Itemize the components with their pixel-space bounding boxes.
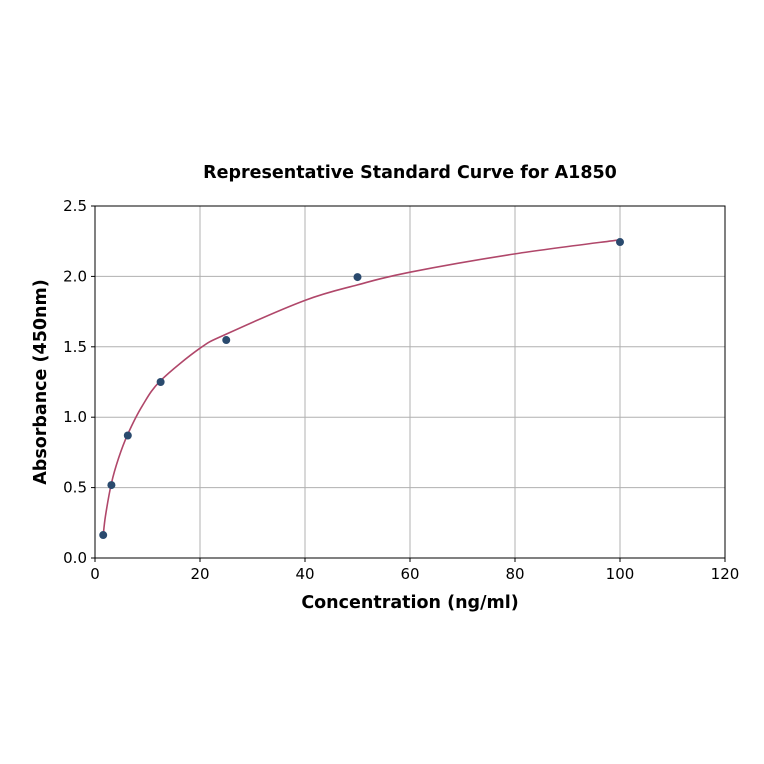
x-axis-label: Concentration (ng/ml) (301, 593, 518, 613)
x-tick-label: 60 (400, 565, 419, 583)
data-point (123, 431, 132, 440)
data-point (222, 336, 231, 345)
data-point (156, 378, 165, 386)
ticks: 0 20 40 60 80 100 120 0.0 0.5 1.0 1.5 2.0 2.5 (63, 197, 739, 583)
x-tick-label: 80 (505, 565, 524, 583)
x-tick-label: 100 (606, 565, 635, 583)
x-tick-label: 0 (90, 565, 100, 583)
fit-curve (102, 238, 621, 536)
y-tick-label: 0.5 (63, 479, 87, 497)
data-point (99, 531, 108, 540)
data-points (99, 238, 624, 540)
y-tick-label: 0.0 (63, 549, 87, 567)
x-tick-label: 120 (711, 565, 740, 583)
y-tick-label: 2.5 (63, 197, 87, 215)
y-tick-label: 1.0 (63, 408, 87, 426)
x-tick-label: 40 (295, 565, 314, 583)
data-point (353, 273, 362, 282)
chart-title: Representative Standard Curve for A1850 (203, 163, 617, 183)
data-point (616, 238, 624, 247)
data-point (107, 481, 116, 490)
y-tick-label: 1.5 (63, 338, 87, 356)
y-axis-label: Absorbance (450nm) (31, 279, 51, 485)
x-tick-label: 20 (190, 565, 209, 583)
grid (94, 205, 726, 559)
y-tick-label: 2.0 (63, 267, 87, 285)
